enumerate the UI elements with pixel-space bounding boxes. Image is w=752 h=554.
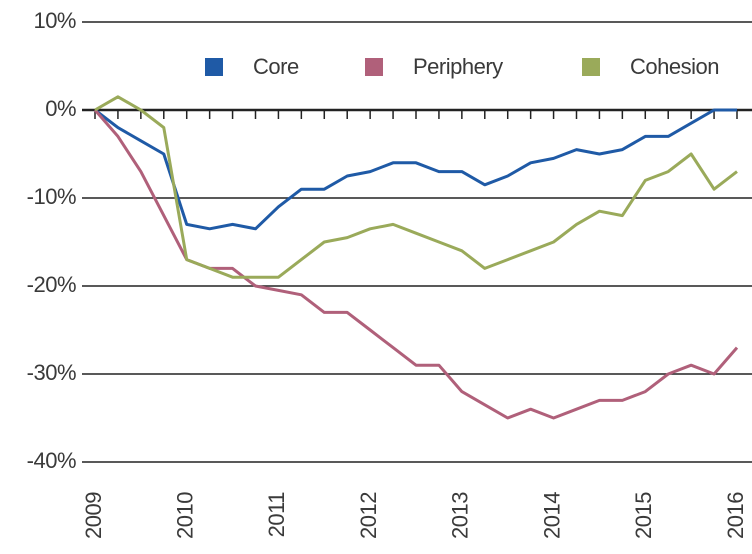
y-tick-label: -40% [27,448,76,473]
x-tick-label: 2010 [173,492,198,539]
x-tick-label: 2009 [81,492,106,539]
legend-label: Periphery [413,54,503,79]
x-tick-label: 2014 [539,492,564,539]
legend-swatch [365,58,383,76]
legend-label: Cohesion [630,54,719,79]
x-tick-label: 2011 [264,492,289,538]
y-tick-label: -10% [27,184,76,209]
x-tick-label: 2015 [631,492,656,539]
legend-swatch [582,58,600,76]
y-tick-label: 10% [33,8,76,33]
series-line [94,108,737,231]
legend-swatch [205,58,223,76]
x-tick-label: 2013 [448,492,473,539]
legend-label: Core [253,54,299,79]
x-tick-label: 2012 [356,492,381,539]
y-tick-label: -20% [27,272,76,297]
series-line [94,95,738,279]
y-tick-label: -30% [27,360,76,385]
x-tick-label: 2016 [723,492,748,539]
y-tick-label: 0% [45,96,76,121]
series-line [93,109,739,420]
